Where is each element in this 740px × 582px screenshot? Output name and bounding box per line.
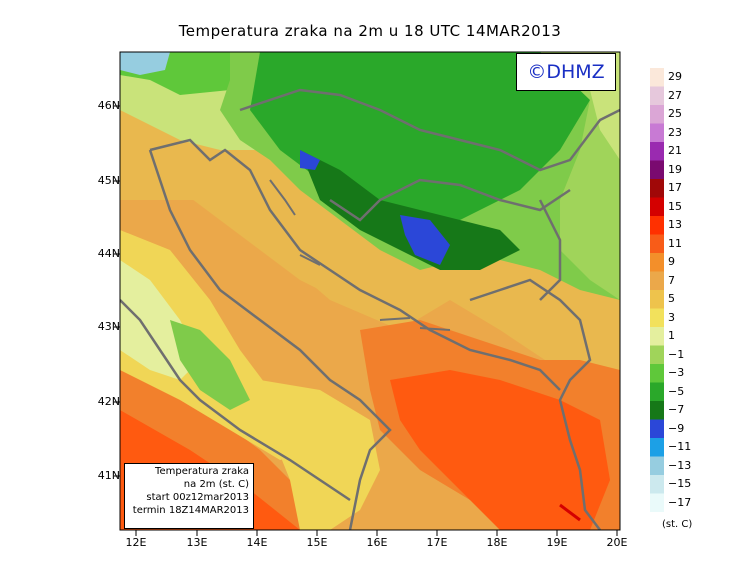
colorbar-label: 23: [668, 125, 682, 139]
island-outline: [269, 179, 296, 216]
colorbar-swatch: [650, 68, 664, 87]
colorbar-swatch: [650, 364, 664, 383]
colorbar-label: −3: [668, 366, 685, 380]
colorbar-swatch: [650, 382, 664, 401]
map-title: Temperatura zraka na 2m u 18 UTC 14MAR20…: [178, 22, 562, 40]
info-line-3: start 00z12mar2013: [146, 492, 249, 503]
colorbar-swatch: [650, 253, 664, 272]
colorbar-label: 13: [668, 218, 682, 232]
lat-label: 44N: [97, 247, 120, 260]
temperature-field: [120, 52, 620, 530]
lon-label: 14E: [246, 536, 268, 549]
lat-label: 45N: [97, 174, 120, 187]
info-line-2: na 2m (st. C): [183, 479, 249, 490]
lon-label: 18E: [486, 536, 508, 549]
coldest-spot-alps: [120, 52, 170, 75]
lon-label: 13E: [186, 536, 208, 549]
colorbar-swatch: [650, 456, 664, 475]
colorbar-swatch: [650, 216, 664, 235]
hottest-band-southeast: [390, 370, 610, 530]
very-cold-spot-bosnia: [400, 215, 450, 265]
map-frame: [119, 51, 621, 531]
colorbar-swatch: [650, 327, 664, 346]
coldest-band-dinarides: [300, 150, 520, 270]
adriatic-coastline: [149, 138, 561, 391]
colorbar-swatch: [650, 123, 664, 142]
italy-coastline: [148, 149, 392, 530]
colorbar-swatch: [650, 493, 664, 512]
island-outline: [379, 317, 411, 321]
cold-spot-apennines: [170, 320, 250, 410]
lon-label: 12E: [125, 536, 147, 549]
mild-band-adriatic: [260, 380, 380, 530]
colorbar-label: 21: [668, 144, 682, 158]
colorbar-swatch: [650, 160, 664, 179]
colorbar-label: 9: [668, 255, 675, 269]
italy-west-coastline: [120, 299, 351, 502]
lon-label: 19E: [546, 536, 568, 549]
colorbar-swatch: [650, 179, 664, 198]
colorbar-label: −17: [668, 495, 692, 509]
colorbar-label: 29: [668, 70, 682, 84]
colorbar-label: 1: [668, 329, 675, 343]
colorbar: [650, 68, 664, 512]
very-cold-spot-velebit: [300, 150, 320, 170]
colorbar-swatch: [650, 86, 664, 105]
warm-band-coast: [160, 140, 380, 300]
lat-label: 46N: [97, 99, 120, 112]
axis-ticks: [114, 105, 618, 536]
colorbar-swatch: [650, 142, 664, 161]
info-box: Temperatura zraka na 2m (st. C) start 00…: [124, 463, 254, 529]
colorbar-label: 15: [668, 199, 682, 213]
colorbar-units: (st. C): [662, 519, 693, 530]
hot-band-southwest: [120, 360, 330, 530]
lat-label: 43N: [97, 320, 120, 333]
hot-spot-albania: [559, 503, 581, 522]
colorbar-label: 7: [668, 273, 675, 287]
eastern-border: [469, 278, 601, 530]
info-line-1: Temperatura zraka: [155, 466, 249, 477]
island-outline: [419, 327, 451, 331]
colorbar-label: −15: [668, 477, 692, 491]
colorbar-swatch: [650, 234, 664, 253]
colorbar-label: −13: [668, 458, 692, 472]
lon-label: 20E: [606, 536, 628, 549]
info-line-4: termin 18Z14MAR2013: [132, 505, 249, 516]
colorbar-label: −1: [668, 347, 685, 361]
colorbar-swatch: [650, 290, 664, 309]
island-outline: [299, 254, 321, 266]
colorbar-swatch: [650, 438, 664, 457]
colorbar-label: 3: [668, 310, 675, 324]
dhmz-watermark: ©DHMZ: [516, 53, 616, 91]
lat-label: 42N: [97, 395, 120, 408]
colorbar-swatch: [650, 475, 664, 494]
colorbar-swatch: [650, 419, 664, 438]
bosnia-border: [329, 178, 571, 222]
colorbar-label: −7: [668, 403, 685, 417]
colorbar-label: −9: [668, 421, 685, 435]
colorbar-swatch: [650, 105, 664, 124]
colorbar-label: 27: [668, 88, 682, 102]
lon-label: 16E: [366, 536, 388, 549]
colorbar-swatch: [650, 271, 664, 290]
colorbar-label: −5: [668, 384, 685, 398]
colorbar-label: 17: [668, 181, 682, 195]
colorbar-swatch: [650, 401, 664, 420]
colorbar-swatch: [650, 345, 664, 364]
lon-label: 15E: [306, 536, 328, 549]
northern-border: [239, 88, 620, 172]
colorbar-label: 11: [668, 236, 682, 250]
colorbar-label: 19: [668, 162, 682, 176]
colorbar-swatch: [650, 308, 664, 327]
lat-label: 41N: [97, 469, 120, 482]
colorbar-label: 5: [668, 292, 675, 306]
colorbar-label: 25: [668, 107, 682, 121]
colorbar-label: −11: [668, 440, 692, 454]
colorbar-swatch: [650, 197, 664, 216]
serbia-border: [538, 199, 562, 301]
lon-label: 17E: [426, 536, 448, 549]
